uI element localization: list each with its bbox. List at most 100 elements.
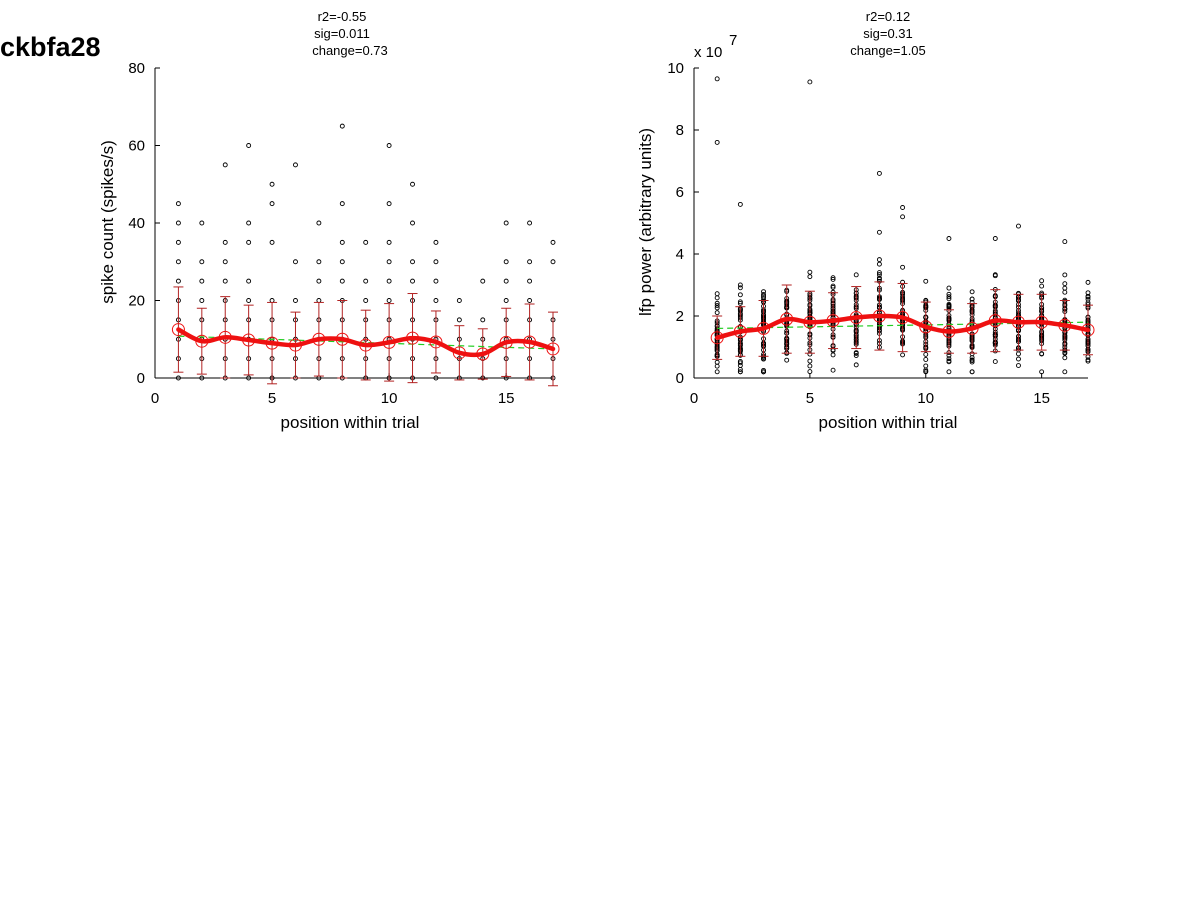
panel-2-data-point — [900, 352, 906, 358]
panel-1-data-point — [480, 317, 486, 323]
panel-1-mean-marker — [171, 323, 185, 337]
panel-2-data-point — [946, 236, 952, 241]
panel-2-data-point — [807, 369, 813, 375]
panel-1-mean-marker — [546, 342, 560, 356]
panel-2-data-point — [761, 292, 766, 297]
panel-1-data-point — [175, 239, 181, 245]
panel-1-data-point — [199, 278, 205, 284]
panel-1-data-point — [480, 278, 486, 284]
panel-2-y-tick-label: 2 — [676, 308, 684, 325]
panel-1-data-point — [433, 259, 439, 265]
panel-1-x-tick-label: 5 — [268, 390, 276, 407]
panel-2-mean-marker — [942, 325, 956, 338]
panel-2-data-point — [737, 292, 743, 298]
panel-2-data-point — [737, 201, 743, 207]
panel-1-mean-marker — [359, 338, 373, 352]
panel-2-data-point — [946, 291, 952, 297]
panel-2-data-point — [714, 359, 720, 365]
panel-2-data-point — [761, 356, 766, 362]
panel-1-data-point — [410, 181, 415, 187]
lfp-power-panel: r2=0.12 sig=0.31 change=1.05 x 10 7 posi… — [636, 9, 1095, 432]
panel-2-data-point — [807, 363, 813, 369]
panel-2-data-point — [969, 369, 975, 375]
panel-2-data-point — [853, 272, 859, 278]
panel-2-data-point — [807, 358, 813, 364]
panel-1-mean-marker — [452, 346, 466, 360]
spike-count-panel: r2=-0.55 sig=0.011 change=0.73 position … — [98, 9, 560, 432]
panel-2-x-tick-label: 5 — [806, 390, 814, 407]
panel-2-y-tick-label: 6 — [676, 184, 684, 201]
panel-1-data-point — [246, 239, 252, 245]
panel-2-data-point — [714, 369, 720, 375]
panel-1-data-point — [316, 278, 322, 284]
panel-2-data-point — [714, 291, 720, 297]
panel-2-data-point — [853, 362, 859, 368]
panel-2-mean-marker — [733, 325, 747, 338]
panel-2-data-point — [1039, 278, 1045, 284]
panel-2-mean-marker — [988, 314, 1002, 328]
panel-2-data-point — [946, 302, 952, 308]
panel-1-data-point — [246, 375, 252, 381]
panel-2-mean-marker — [919, 320, 933, 334]
panel-2-data-point — [969, 289, 975, 295]
panel-1-data-point — [456, 298, 462, 303]
panel-1-data-point — [269, 298, 275, 303]
panel-1-data-point — [316, 298, 322, 303]
panel-1-data-point — [386, 298, 392, 303]
panel-2-mean-marker — [710, 331, 724, 345]
panel-1-y-tick-label: 60 — [128, 138, 145, 155]
panel-2-data-point — [1062, 285, 1068, 291]
panel-2-mean-marker — [780, 312, 794, 326]
panel-1-data-point — [363, 278, 369, 284]
panel-1-data-point — [503, 220, 509, 226]
panel-1-data-point — [527, 298, 533, 303]
panel-1-data-point — [222, 239, 228, 245]
panel-1-data-point — [339, 259, 345, 265]
panel-2-data-point — [737, 299, 743, 305]
panel-2-data-point — [992, 236, 998, 241]
panel-2-data-point — [969, 357, 975, 363]
panel-1-mean-marker — [265, 336, 279, 350]
panel-2-data-point — [900, 205, 906, 210]
panel-2-data-point — [714, 305, 720, 311]
panel-1-mean-marker — [406, 331, 420, 345]
panel-2-y-tick-label: 4 — [676, 246, 684, 263]
panel-1-data-point — [175, 220, 181, 226]
panel-1-data-point — [386, 201, 392, 207]
panel-2-data-point — [1062, 355, 1068, 361]
panel-1-x-tick-label: 15 — [498, 390, 515, 407]
panel-2-data-point — [737, 360, 743, 366]
panel-2-mean-marker — [1035, 315, 1049, 329]
panel-2-mean-marker — [757, 321, 771, 335]
panel-1-y-tick-label: 0 — [137, 370, 145, 387]
panel-1-data-point — [199, 298, 205, 303]
panel-1-data-point — [269, 181, 275, 187]
panel-2-data-point — [1062, 272, 1068, 278]
panel-2-data-point — [1039, 369, 1045, 375]
panel-1-mean-marker — [335, 332, 349, 346]
panel-1-mean-marker — [382, 335, 396, 349]
panel-1-data-point — [456, 317, 462, 323]
panel-1-mean-line — [176, 327, 556, 358]
panel-2-data-point — [737, 282, 743, 288]
panel-1-data-point — [175, 375, 181, 381]
panel-2-data-point — [1062, 289, 1068, 295]
panel-2-data-point — [969, 359, 975, 365]
panel-2-mean-marker — [803, 315, 817, 329]
panel-2-data-point — [714, 139, 720, 145]
panel-2-data-point — [714, 303, 720, 309]
panel-1-data-point — [246, 143, 252, 148]
panel-2-data-point — [830, 284, 836, 290]
panel-2-mean-marker — [896, 311, 910, 325]
panel-2-data-point — [923, 363, 929, 369]
panel-2-data-point — [1016, 356, 1021, 362]
panel-2-data-point — [761, 369, 766, 375]
panel-1-data-point — [503, 298, 509, 303]
panel-1-mean-marker — [312, 332, 326, 346]
panel-2-data-point — [714, 300, 720, 306]
panel-1-data-point — [293, 162, 298, 168]
panel-2-data-point — [923, 357, 929, 362]
panel-1-data-point — [246, 220, 252, 226]
panel-1-mean-marker — [476, 347, 490, 361]
panel-2-data-point — [1016, 351, 1021, 357]
